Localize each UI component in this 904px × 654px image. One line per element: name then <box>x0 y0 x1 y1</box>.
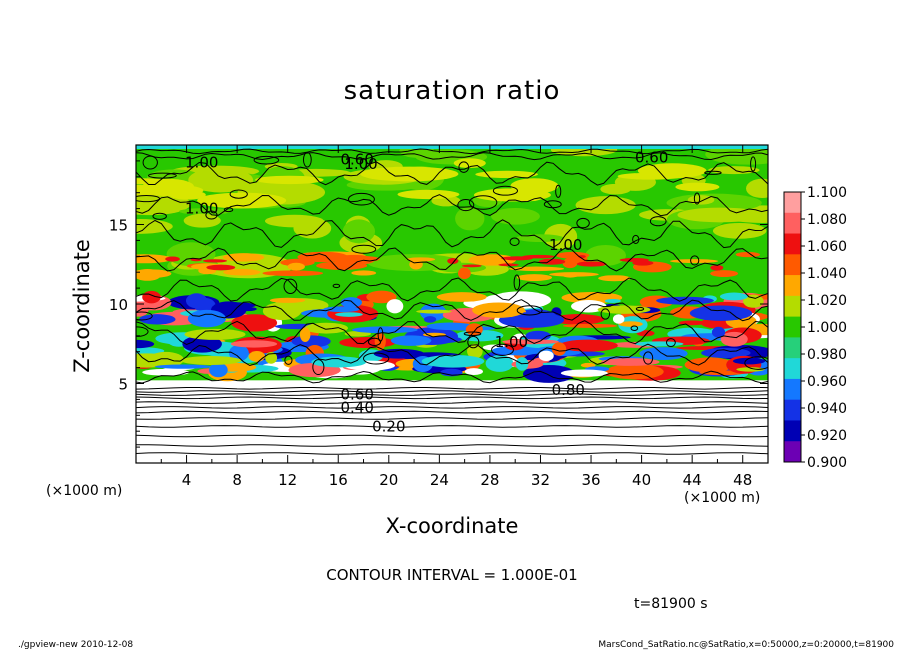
colorbar-swatch <box>784 316 801 338</box>
colorbar-tick-label: 0.980 <box>807 347 847 363</box>
x-tick-label: 16 <box>329 471 348 489</box>
y-tick-label: 15 <box>109 217 128 235</box>
x-axis-ticks: 4 8 12 16 20 24 28 32 36 40 44 48 <box>160 145 752 489</box>
contour-labels: 0.200.400.600.60 0.600.801.001.001.001.00… <box>185 149 668 436</box>
x-tick-label: 28 <box>480 471 499 489</box>
x-tick-label: 32 <box>531 471 550 489</box>
contour-interval: CONTOUR INTERVAL = 1.000E-01 <box>326 566 578 584</box>
saturation-field <box>136 145 768 463</box>
colorbar-tick-label: 0.940 <box>807 401 847 417</box>
colorbar-swatch <box>784 358 801 380</box>
x-tick-label: 4 <box>182 471 192 489</box>
contour-label: 0.60 <box>635 149 668 167</box>
contour-label: 1.00 <box>185 153 218 171</box>
x-tick-label: 24 <box>430 471 449 489</box>
colorbar-swatch <box>784 295 801 318</box>
y-axis-label: Z-coordinate <box>70 239 94 373</box>
x-tick-label: 12 <box>278 471 297 489</box>
contour-label: 0.20 <box>372 417 405 435</box>
colorbar-swatch <box>784 441 801 463</box>
colorbar-swatch <box>784 192 801 214</box>
contour-label: 1.00 <box>495 333 528 351</box>
colorbar-swatch <box>784 275 801 297</box>
colorbar-tick-label: 0.960 <box>807 374 847 390</box>
colorbar: 1.100 1.080 1.060 1.040 1.020 1.000 0.980 0.960… <box>783 185 847 471</box>
x-tick-label: 48 <box>733 471 752 489</box>
colorbar-tick-label: 1.040 <box>807 266 847 282</box>
y-tick-label: 5 <box>118 376 128 394</box>
colorbar-swatch <box>784 378 801 401</box>
colorbar-swatch <box>784 399 801 421</box>
y-tick-label: 10 <box>109 296 128 314</box>
colorbar-tick-label: 1.000 <box>807 320 847 336</box>
colorbar-swatch <box>784 212 801 235</box>
colorbar-swatch <box>784 337 801 359</box>
x-unit-label-right: (×1000 m) <box>684 490 761 506</box>
contour-label: 0.40 <box>340 398 373 416</box>
contour-label: 1.00 <box>344 155 377 173</box>
x-tick-label: 44 <box>683 471 702 489</box>
contour-lines <box>136 148 768 455</box>
colorbar-tick-label: 1.100 <box>807 185 847 201</box>
chart-title: saturation ratio <box>343 76 561 106</box>
x-tick-label: 40 <box>632 471 651 489</box>
x-tick-label: 20 <box>379 471 398 489</box>
footer-program: ./gpview-new 2010-12-08 <box>18 640 134 650</box>
contour-label: 0.60 <box>340 386 373 404</box>
contour-label: 0.80 <box>552 381 585 399</box>
colorbar-tick-label: 1.060 <box>807 239 847 255</box>
x-unit-label-left: (×1000 m) <box>46 483 123 499</box>
footer-source: MarsCond_SatRatio.nc@SatRatio,x=0:50000,… <box>598 640 894 650</box>
colorbar-tick-label: 1.080 <box>807 212 847 228</box>
x-tick-label: 8 <box>232 471 242 489</box>
contour-label: 0.60 <box>340 150 373 168</box>
y-axis-ticks: 5 10 15 <box>109 160 768 448</box>
x-tick-label: 36 <box>581 471 600 489</box>
colorbar-tick-label: 0.900 <box>807 455 847 471</box>
contour-label: 1.00 <box>549 236 582 254</box>
colorbar-tick-label: 0.920 <box>807 428 847 444</box>
colorbar-tick-label: 1.020 <box>807 293 847 309</box>
colorbar-swatch <box>784 420 801 442</box>
contour-label: 1.00 <box>185 200 218 218</box>
colorbar-swatch <box>784 254 801 276</box>
x-axis-label: X-coordinate <box>385 514 519 538</box>
colorbar-swatch <box>784 233 801 255</box>
time-stamp: t=81900 s <box>634 596 708 612</box>
